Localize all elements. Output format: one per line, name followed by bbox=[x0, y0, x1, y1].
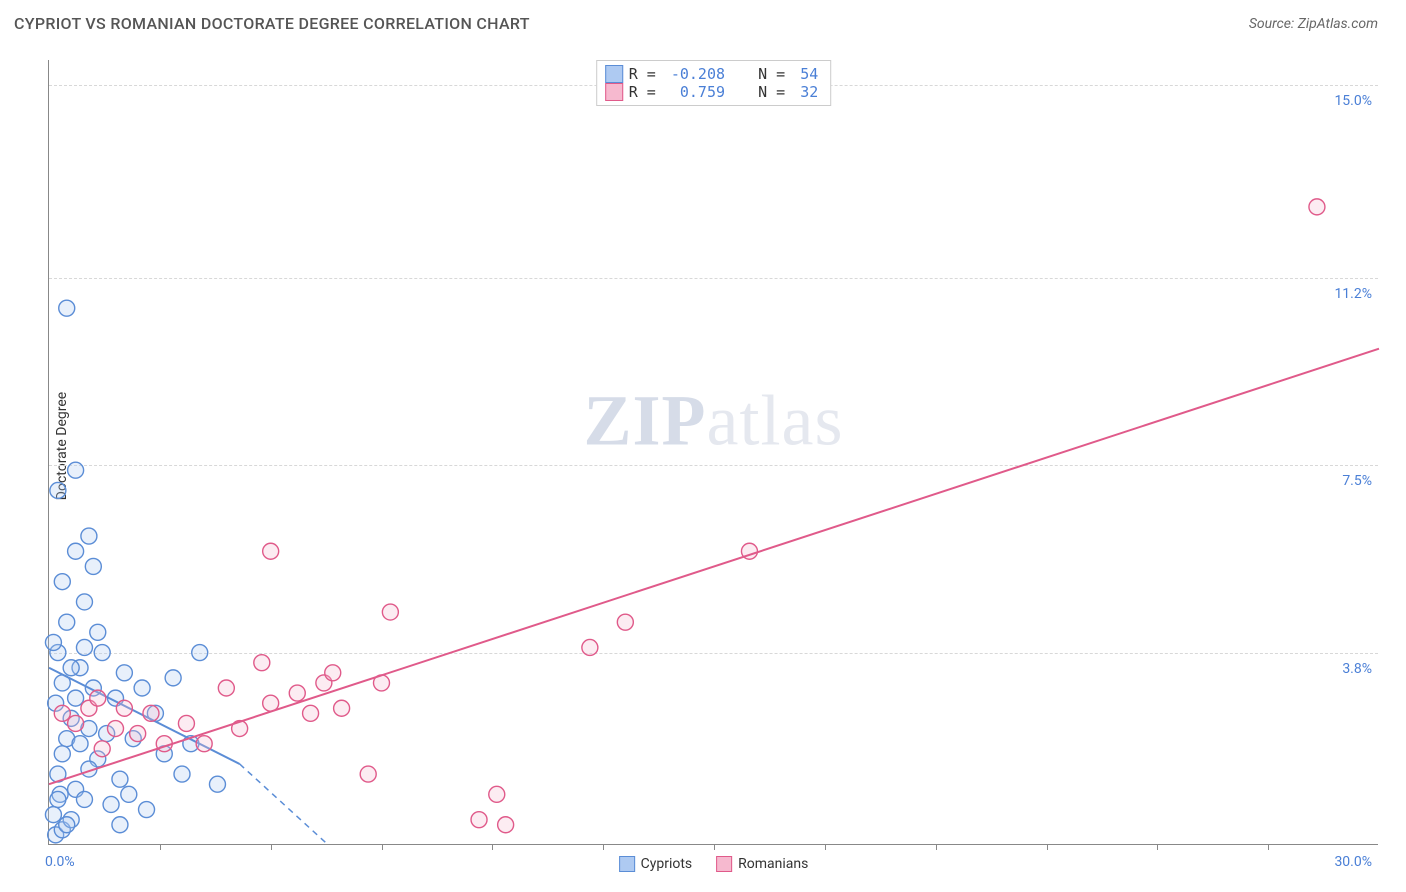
data-point-romanians bbox=[360, 766, 376, 782]
data-point-cypriots bbox=[134, 680, 150, 696]
source-label: Source: ZipAtlas.com bbox=[1249, 16, 1378, 32]
x-tick bbox=[382, 844, 383, 850]
data-point-romanians bbox=[489, 786, 505, 802]
data-point-cypriots bbox=[90, 624, 106, 640]
series-legend: Cypriots Romanians bbox=[619, 856, 809, 872]
x-max-label: 30.0% bbox=[1334, 854, 1372, 870]
legend-row-cypriots: R = -0.208 N = 54 bbox=[605, 65, 819, 83]
data-point-cypriots bbox=[68, 543, 84, 559]
data-point-romanians bbox=[90, 690, 106, 706]
data-point-romanians bbox=[178, 715, 194, 731]
data-point-romanians bbox=[325, 665, 341, 681]
data-point-cypriots bbox=[72, 736, 88, 752]
data-point-cypriots bbox=[76, 791, 92, 807]
data-point-cypriots bbox=[50, 791, 66, 807]
data-point-cypriots bbox=[50, 482, 66, 498]
x-tick bbox=[1047, 844, 1048, 850]
data-point-romanians bbox=[1309, 199, 1325, 215]
data-point-romanians bbox=[582, 639, 598, 655]
data-point-cypriots bbox=[94, 645, 110, 661]
legend-item-romanians: Romanians bbox=[716, 856, 808, 872]
x-tick bbox=[1268, 844, 1269, 850]
legend-swatch-icon bbox=[716, 856, 732, 872]
data-point-romanians bbox=[130, 726, 146, 742]
data-point-romanians bbox=[498, 817, 514, 833]
data-point-cypriots bbox=[54, 574, 70, 590]
x-tick bbox=[603, 844, 604, 850]
data-point-cypriots bbox=[85, 558, 101, 574]
data-point-romanians bbox=[218, 680, 234, 696]
legend-swatch-icon bbox=[619, 856, 635, 872]
scatter-svg bbox=[49, 60, 1378, 844]
x-tick bbox=[936, 844, 937, 850]
data-point-cypriots bbox=[209, 776, 225, 792]
data-point-romanians bbox=[382, 604, 398, 620]
data-point-cypriots bbox=[112, 817, 128, 833]
x-tick bbox=[1157, 844, 1158, 850]
trendline-dash-cypriots bbox=[240, 764, 329, 845]
legend-swatch-icon bbox=[605, 83, 623, 101]
trendline-romanians bbox=[49, 349, 1379, 785]
data-point-romanians bbox=[108, 721, 124, 737]
data-point-cypriots bbox=[192, 645, 208, 661]
data-point-cypriots bbox=[76, 639, 92, 655]
data-point-cypriots bbox=[112, 771, 128, 787]
data-point-cypriots bbox=[68, 462, 84, 478]
x-tick bbox=[160, 844, 161, 850]
data-point-romanians bbox=[94, 741, 110, 757]
data-point-cypriots bbox=[174, 766, 190, 782]
data-point-romanians bbox=[54, 705, 70, 721]
chart-title: CYPRIOT VS ROMANIAN DOCTORATE DEGREE COR… bbox=[14, 14, 530, 33]
correlation-legend: R = -0.208 N = 54 R = 0.759 N = 32 bbox=[596, 60, 832, 106]
data-point-cypriots bbox=[54, 746, 70, 762]
legend-swatch-icon bbox=[605, 65, 623, 83]
data-point-cypriots bbox=[103, 796, 119, 812]
data-point-cypriots bbox=[139, 802, 155, 818]
data-point-romanians bbox=[303, 705, 319, 721]
data-point-cypriots bbox=[59, 817, 75, 833]
data-point-romanians bbox=[471, 812, 487, 828]
data-point-romanians bbox=[289, 685, 305, 701]
data-point-romanians bbox=[68, 715, 84, 731]
data-point-cypriots bbox=[116, 665, 132, 681]
data-point-romanians bbox=[254, 655, 270, 671]
x-origin-label: 0.0% bbox=[45, 854, 75, 870]
x-tick bbox=[825, 844, 826, 850]
data-point-romanians bbox=[617, 614, 633, 630]
data-point-cypriots bbox=[165, 670, 181, 686]
x-tick bbox=[492, 844, 493, 850]
x-tick bbox=[714, 844, 715, 850]
chart-plot-area: ZIPatlas 3.8%7.5%11.2%15.0% 0.0% 30.0% R… bbox=[48, 60, 1378, 845]
data-point-cypriots bbox=[45, 634, 61, 650]
data-point-romanians bbox=[196, 736, 212, 752]
data-point-cypriots bbox=[76, 594, 92, 610]
data-point-cypriots bbox=[63, 660, 79, 676]
data-point-cypriots bbox=[59, 300, 75, 316]
data-point-cypriots bbox=[59, 614, 75, 630]
data-point-romanians bbox=[263, 543, 279, 559]
data-point-cypriots bbox=[81, 528, 97, 544]
data-point-romanians bbox=[143, 705, 159, 721]
x-tick bbox=[271, 844, 272, 850]
data-point-romanians bbox=[116, 700, 132, 716]
data-point-cypriots bbox=[45, 807, 61, 823]
data-point-cypriots bbox=[121, 786, 137, 802]
data-point-cypriots bbox=[68, 690, 84, 706]
legend-row-romanians: R = 0.759 N = 32 bbox=[605, 83, 819, 101]
data-point-romanians bbox=[334, 700, 350, 716]
legend-item-cypriots: Cypriots bbox=[619, 856, 693, 872]
